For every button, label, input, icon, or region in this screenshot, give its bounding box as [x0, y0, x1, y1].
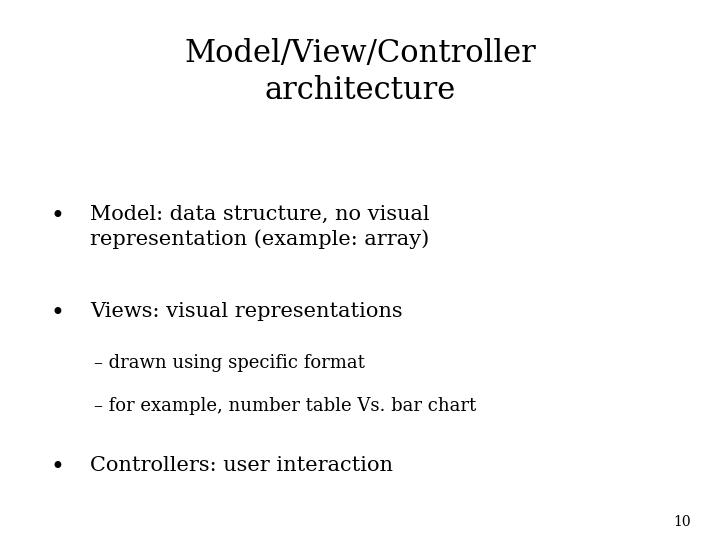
Text: •: • — [50, 205, 64, 228]
Text: Model/View/Controller
architecture: Model/View/Controller architecture — [184, 38, 536, 106]
Text: – for example, number table Vs. bar chart: – for example, number table Vs. bar char… — [94, 397, 476, 415]
Text: – drawn using specific format: – drawn using specific format — [94, 354, 364, 372]
Text: •: • — [50, 456, 64, 480]
Text: 10: 10 — [674, 515, 691, 529]
Text: Controllers: user interaction: Controllers: user interaction — [90, 456, 393, 475]
Text: Views: visual representations: Views: visual representations — [90, 302, 402, 321]
Text: •: • — [50, 302, 64, 326]
Text: Model: data structure, no visual
representation (example: array): Model: data structure, no visual represe… — [90, 205, 430, 249]
